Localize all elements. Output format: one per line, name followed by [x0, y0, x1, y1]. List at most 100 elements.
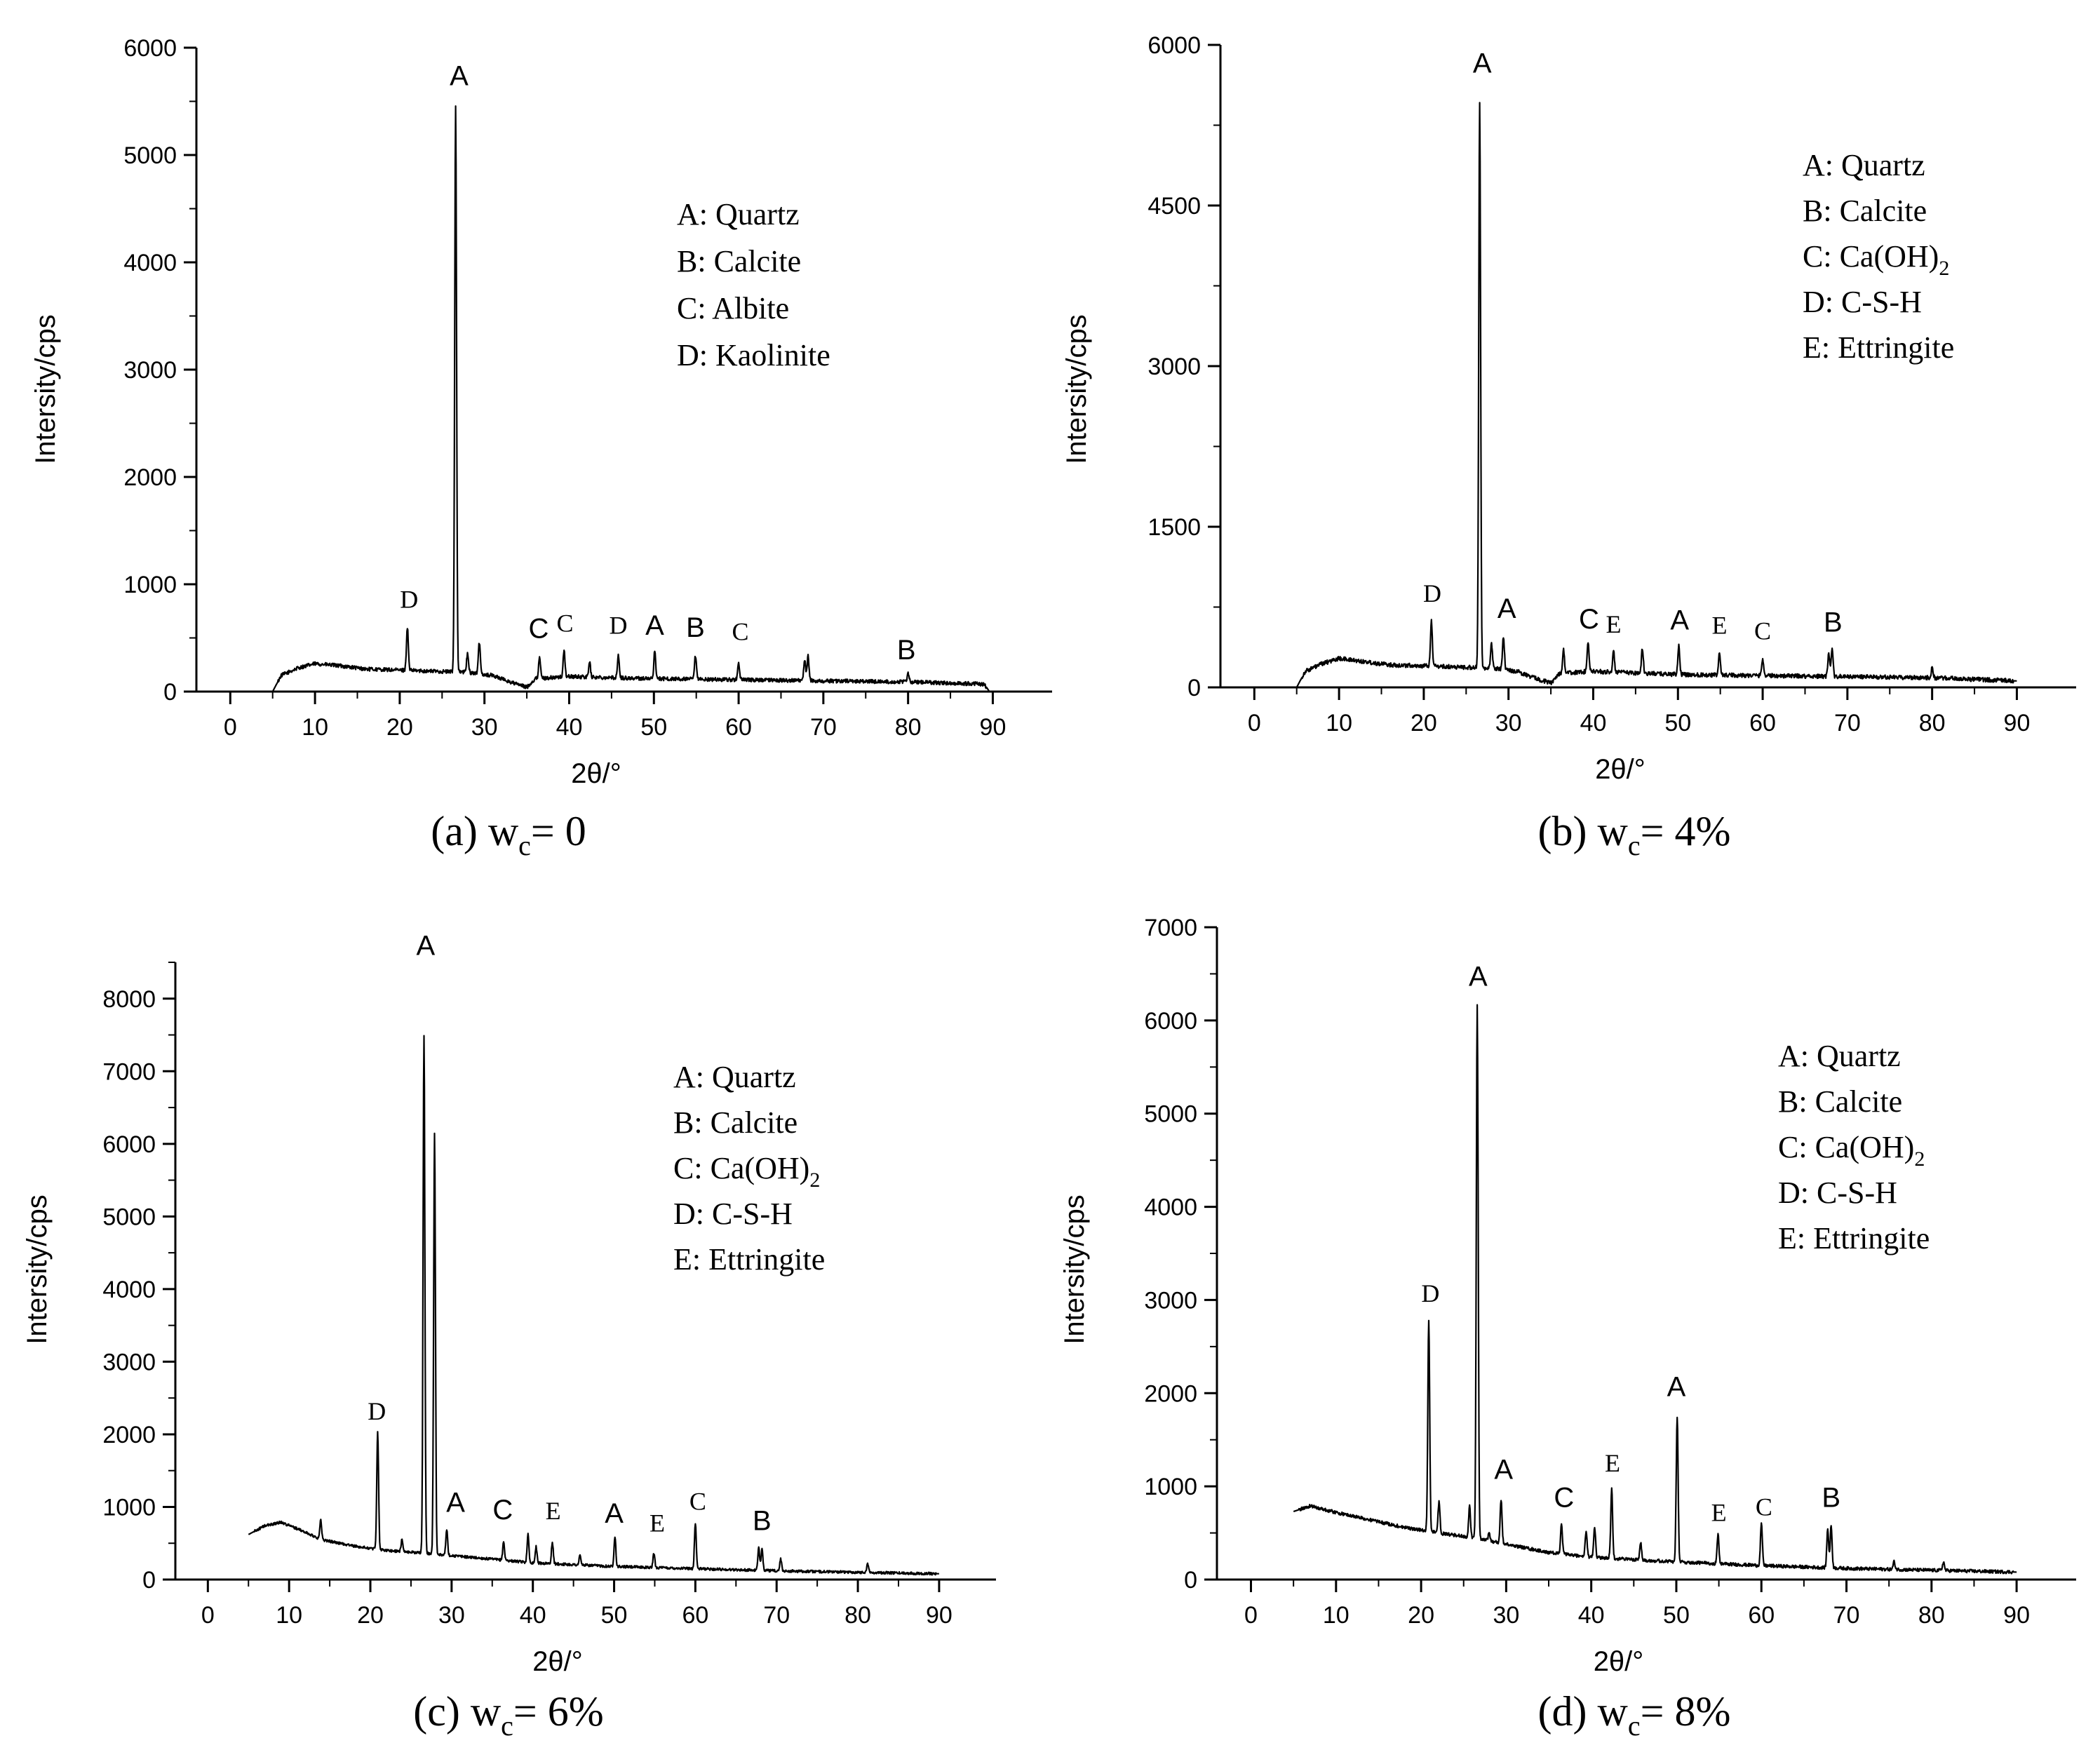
peak-label: E [649, 1509, 665, 1537]
y-tick-label: 6000 [102, 1131, 156, 1158]
x-axis-label: 2θ/° [1595, 754, 1645, 785]
legend-entry: B: Calcite [673, 1105, 797, 1140]
y-tick-label: 0 [1187, 675, 1201, 701]
y-axis-label: Intersity/cps [30, 314, 61, 464]
x-tick-label: 20 [357, 1602, 384, 1629]
peak-label: A [1667, 1371, 1686, 1402]
legend-text: B: Calcite [1803, 194, 1927, 228]
legend-entry: A: Quartz [673, 1060, 796, 1094]
y-tick-label: 5000 [123, 142, 177, 169]
legend-text: C: Ca(OH) [1778, 1130, 1914, 1164]
legend-entry: B: Calcite [1778, 1084, 1902, 1119]
peak-label: A [1469, 962, 1488, 992]
caption-text: (b) w [1538, 808, 1629, 854]
x-tick-label: 30 [1493, 1602, 1519, 1629]
peak-label: A [605, 1498, 624, 1529]
peak-label: A [1473, 48, 1492, 79]
xrd-panel-2: 0 10 20 30 40 50 60 70 80 90 0 1500 3000 4500 6000 2θ/°… [1061, 32, 2076, 861]
x-tick-label: 80 [844, 1602, 871, 1629]
y-tick-label: 1000 [1144, 1474, 1197, 1500]
legend-text: E: Ettringite [673, 1242, 825, 1277]
x-tick-label: 10 [1326, 710, 1352, 736]
peak-label: C [689, 1488, 706, 1516]
x-tick-label: 50 [640, 714, 667, 741]
panel-caption: (d) wc= 8% [1538, 1688, 1731, 1742]
legend-subscript: 2 [1939, 257, 1949, 280]
peak-label: D [1423, 579, 1441, 607]
legend-entry: A: Quartz [1778, 1039, 1901, 1073]
x-tick-label: 40 [1578, 1602, 1605, 1629]
phase-legend: A: Quartz B: Calcite C: Ca(OH)2 D: C-S-H E: … [1803, 148, 1954, 365]
peak-label: B [1822, 1482, 1840, 1513]
caption-text: (a) w [431, 808, 519, 854]
legend-entry: B: Calcite [1803, 194, 1927, 228]
caption-text: (d) w [1538, 1688, 1629, 1735]
caption-text: (c) w [413, 1688, 502, 1735]
x-tick-label: 40 [556, 714, 583, 741]
x-axis-label: 2θ/° [571, 758, 621, 789]
phase-legend: A: Quartz B: Calcite C: Albite D: Kaolinite [677, 197, 830, 372]
legend-text: A: Quartz [1778, 1039, 1901, 1073]
y-tick-label: 6000 [123, 35, 177, 62]
legend-entry: C: Albite [677, 291, 789, 325]
legend-text: A: Quartz [1803, 148, 1925, 182]
legend-text: A: Quartz [677, 197, 800, 231]
peak-label: B [686, 612, 705, 643]
legend-text: E: Ettringite [1778, 1221, 1930, 1256]
y-tick-label: 2000 [1144, 1380, 1197, 1407]
peak-label: A [450, 61, 469, 92]
legend-text: C: Albite [677, 291, 789, 325]
peak-label: C [732, 618, 748, 646]
caption-subscript: c [1628, 830, 1641, 861]
xrd-trace [248, 1035, 940, 1576]
peak-label: C [1579, 604, 1599, 635]
x-tick-label: 80 [1919, 710, 1946, 736]
x-tick-label: 30 [438, 1602, 465, 1629]
peak-label: D [1421, 1279, 1439, 1307]
x-tick-label: 60 [725, 714, 752, 741]
xrd-trace [1295, 102, 2017, 688]
x-tick-label: 70 [763, 1602, 790, 1629]
x-axis-label: 2θ/° [1594, 1646, 1644, 1677]
y-tick-label: 3000 [1144, 1287, 1197, 1314]
legend-text: C: Ca(OH) [673, 1151, 809, 1185]
y-axis-label: Intersity/cps [22, 1194, 53, 1344]
peak-label: D [400, 586, 418, 614]
legend-entry: B: Calcite [677, 244, 801, 278]
legend-subscript: 2 [809, 1169, 820, 1192]
peak-label: A [416, 931, 435, 962]
x-tick-label: 50 [601, 1602, 628, 1629]
x-tick-label: 20 [1411, 710, 1437, 736]
peak-label: E [1605, 1449, 1620, 1477]
y-tick-label: 6000 [1144, 1008, 1197, 1035]
x-tick-label: 70 [1833, 1602, 1860, 1629]
legend-text: B: Calcite [1778, 1084, 1902, 1119]
legend-entry: E: Ettringite [1803, 330, 1954, 365]
x-tick-label: 0 [201, 1602, 215, 1629]
legend-entry: E: Ettringite [1778, 1221, 1930, 1256]
caption-subscript: c [518, 830, 531, 861]
y-tick-label: 7000 [102, 1058, 156, 1085]
legend-entry: C: Ca(OH)2 [1803, 239, 1949, 280]
y-tick-label: 4000 [1144, 1194, 1197, 1221]
y-tick-label: 5000 [102, 1204, 156, 1230]
x-tick-label: 10 [276, 1602, 302, 1629]
x-tick-label: 70 [1834, 710, 1861, 736]
y-tick-label: 1500 [1147, 514, 1201, 541]
x-tick-label: 10 [302, 714, 328, 741]
x-tick-label: 10 [1323, 1602, 1349, 1629]
x-tick-label: 60 [682, 1602, 708, 1629]
peak-label: D [610, 611, 628, 639]
x-tick-label: 40 [1580, 710, 1607, 736]
peak-label: B [1824, 607, 1843, 638]
panel-caption: (a) wc= 0 [431, 808, 586, 861]
x-tick-label: 80 [1918, 1602, 1945, 1629]
x-tick-label: 0 [1248, 710, 1261, 736]
legend-entry: C: Ca(OH)2 [1778, 1130, 1925, 1171]
peak-label: B [753, 1506, 772, 1537]
x-tick-label: 90 [2003, 1602, 2030, 1629]
y-tick-label: 3000 [102, 1349, 156, 1375]
x-tick-label: 60 [1748, 1602, 1775, 1629]
y-tick-label: 5000 [1144, 1101, 1197, 1128]
